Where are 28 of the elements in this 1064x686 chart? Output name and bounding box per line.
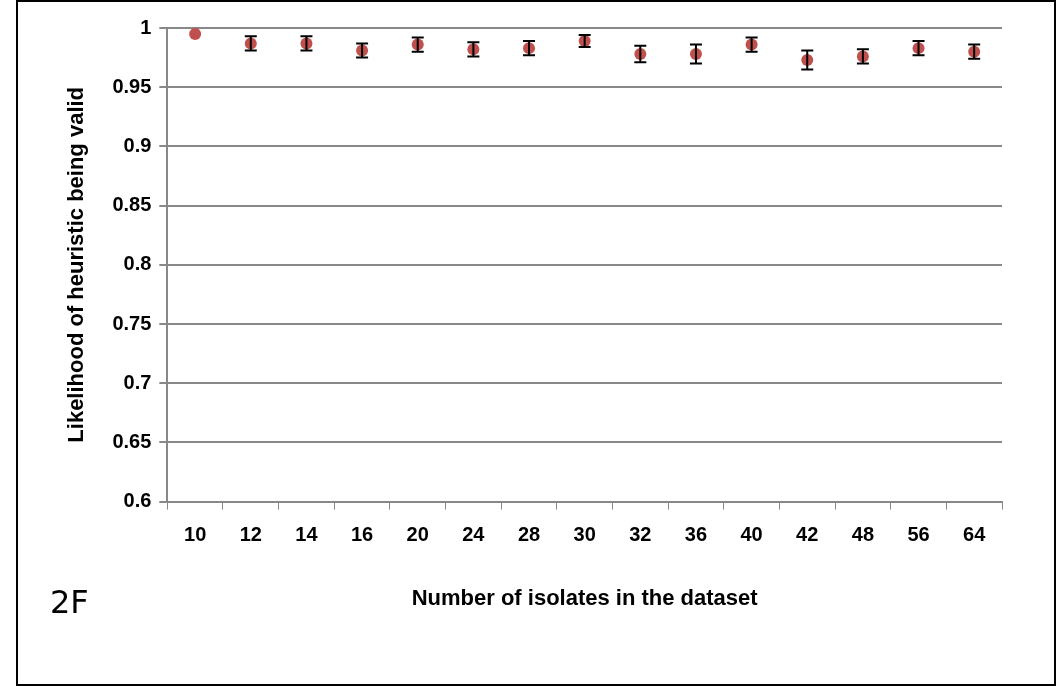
y-tick-label: 0.7	[123, 370, 152, 393]
x-tick-label: 42	[796, 523, 819, 546]
x-tick-label: 20	[406, 523, 429, 546]
x-tick-label: 40	[740, 523, 763, 546]
point	[189, 28, 202, 40]
y-tick-label: 0.65	[112, 429, 152, 452]
x-tick-label: 36	[684, 523, 708, 546]
x-tick-label: 12	[239, 523, 262, 546]
x-tick-label: 64	[963, 523, 987, 546]
y-tick-label: 0.75	[112, 311, 152, 334]
y-axis-title: Likelihood of heuristic being valid	[63, 86, 89, 443]
text: 2F	[50, 583, 89, 621]
y-tick-label: 0.95	[112, 74, 152, 97]
x-tick-label: 14	[295, 523, 319, 546]
x-tick-label: 32	[629, 523, 652, 546]
y-tick-label: 0.8	[123, 252, 152, 275]
x-tick-label: 10	[184, 523, 207, 546]
x-axis-title: Number of isolates in the dataset	[411, 584, 759, 610]
y-tick-label: 0.9	[123, 133, 152, 156]
y-tick-label: 1	[140, 15, 152, 38]
x-tick-label: 48	[851, 523, 875, 546]
x-tick-label: 30	[573, 523, 596, 546]
x-tick-label: 24	[462, 523, 486, 546]
x-tick-label: 16	[350, 523, 374, 546]
y-tick-label: 0.6	[123, 489, 152, 512]
x-tick-label: 28	[517, 523, 541, 546]
y-tick-label: 0.85	[112, 193, 152, 216]
x-tick-label: 56	[907, 523, 930, 546]
